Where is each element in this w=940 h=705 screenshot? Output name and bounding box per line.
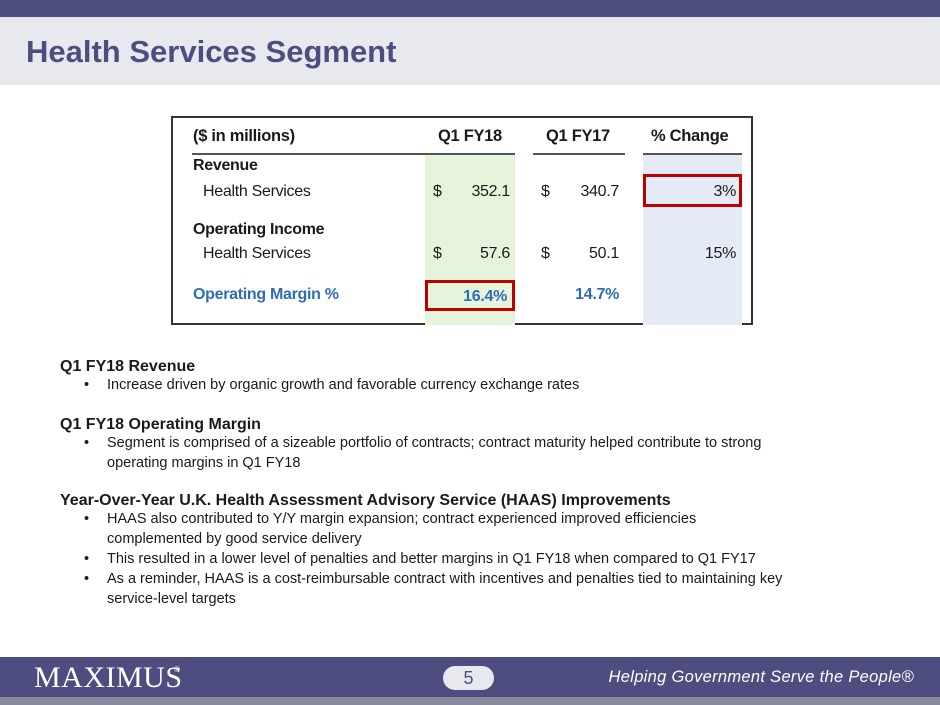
table-header-label: ($ in millions) <box>193 127 295 145</box>
revenue-section-heading: Q1 FY18 Revenue <box>60 358 196 375</box>
revenue-bullet: Increase driven by organic growth and fa… <box>107 377 580 393</box>
haas-bullet3-line1: As a reminder, HAAS is a cost-reimbursab… <box>107 571 783 587</box>
title-band <box>0 17 940 85</box>
operating-margin-label: Operating Margin % <box>193 286 339 303</box>
oi-fy18-currency: $ <box>433 245 442 262</box>
margin-section-heading: Q1 FY18 Operating Margin <box>60 416 261 433</box>
change-column-shading <box>643 154 742 325</box>
margin-bullet-line2: operating margins in Q1 FY18 <box>107 455 301 471</box>
logo-registered-mark: ® <box>174 665 180 674</box>
bullet-marker: • <box>84 511 90 527</box>
table-header-fy17: Q1 FY17 <box>546 127 610 145</box>
revenue-row-label: Health Services <box>203 183 311 200</box>
table-header-fy18: Q1 FY18 <box>438 127 502 145</box>
revenue-fy18-value: 352.1 <box>471 183 510 200</box>
financial-table: ($ in millions) Q1 FY18 Q1 FY17 % Change… <box>171 116 753 325</box>
revenue-change-value: 3% <box>713 183 736 200</box>
operating-margin-highlight <box>425 280 515 311</box>
haas-section-heading: Year-Over-Year U.K. Health Assessment Ad… <box>60 492 671 509</box>
table-header-change: % Change <box>651 127 729 145</box>
operating-income-heading: Operating Income <box>193 221 325 238</box>
oi-change-value: 15% <box>704 245 736 262</box>
page-number: 5 <box>443 666 494 690</box>
revenue-fy18-currency: $ <box>433 183 442 200</box>
operating-margin-fy17: 14.7% <box>575 286 619 303</box>
revenue-fy17-value: 340.7 <box>580 183 619 200</box>
haas-bullet1-line1: HAAS also contributed to Y/Y margin expa… <box>107 511 697 527</box>
revenue-fy17-currency: $ <box>541 183 550 200</box>
oi-fy18-value: 57.6 <box>480 245 510 262</box>
bullet-marker: • <box>84 377 90 393</box>
header-underline <box>643 153 742 155</box>
bullet-marker: • <box>84 551 90 567</box>
footer-strip <box>0 697 940 705</box>
fy18-column-shading <box>425 154 515 325</box>
bullet-marker: • <box>84 435 90 451</box>
operating-income-row-label: Health Services <box>203 245 311 262</box>
top-bar <box>0 0 940 17</box>
haas-bullet3-line2: service-level targets <box>107 591 236 607</box>
revenue-change-highlight <box>643 174 742 207</box>
maximus-logo: MAXIMUS <box>34 661 183 694</box>
header-underline <box>533 153 625 155</box>
oi-fy17-currency: $ <box>541 245 550 262</box>
footer-tagline: Helping Government Serve the People® <box>608 668 914 686</box>
haas-bullet2: This resulted in a lower level of penalt… <box>107 551 756 567</box>
haas-bullet1-line2: complemented by good service delivery <box>107 531 362 547</box>
margin-bullet-line1: Segment is comprised of a sizeable portf… <box>107 435 762 451</box>
page-title: Health Services Segment <box>26 34 397 69</box>
operating-margin-fy18: 16.4% <box>463 288 507 305</box>
oi-fy17-value: 50.1 <box>589 245 619 262</box>
revenue-heading: Revenue <box>193 157 258 174</box>
header-underline <box>192 153 515 155</box>
bullet-marker: • <box>84 571 90 587</box>
